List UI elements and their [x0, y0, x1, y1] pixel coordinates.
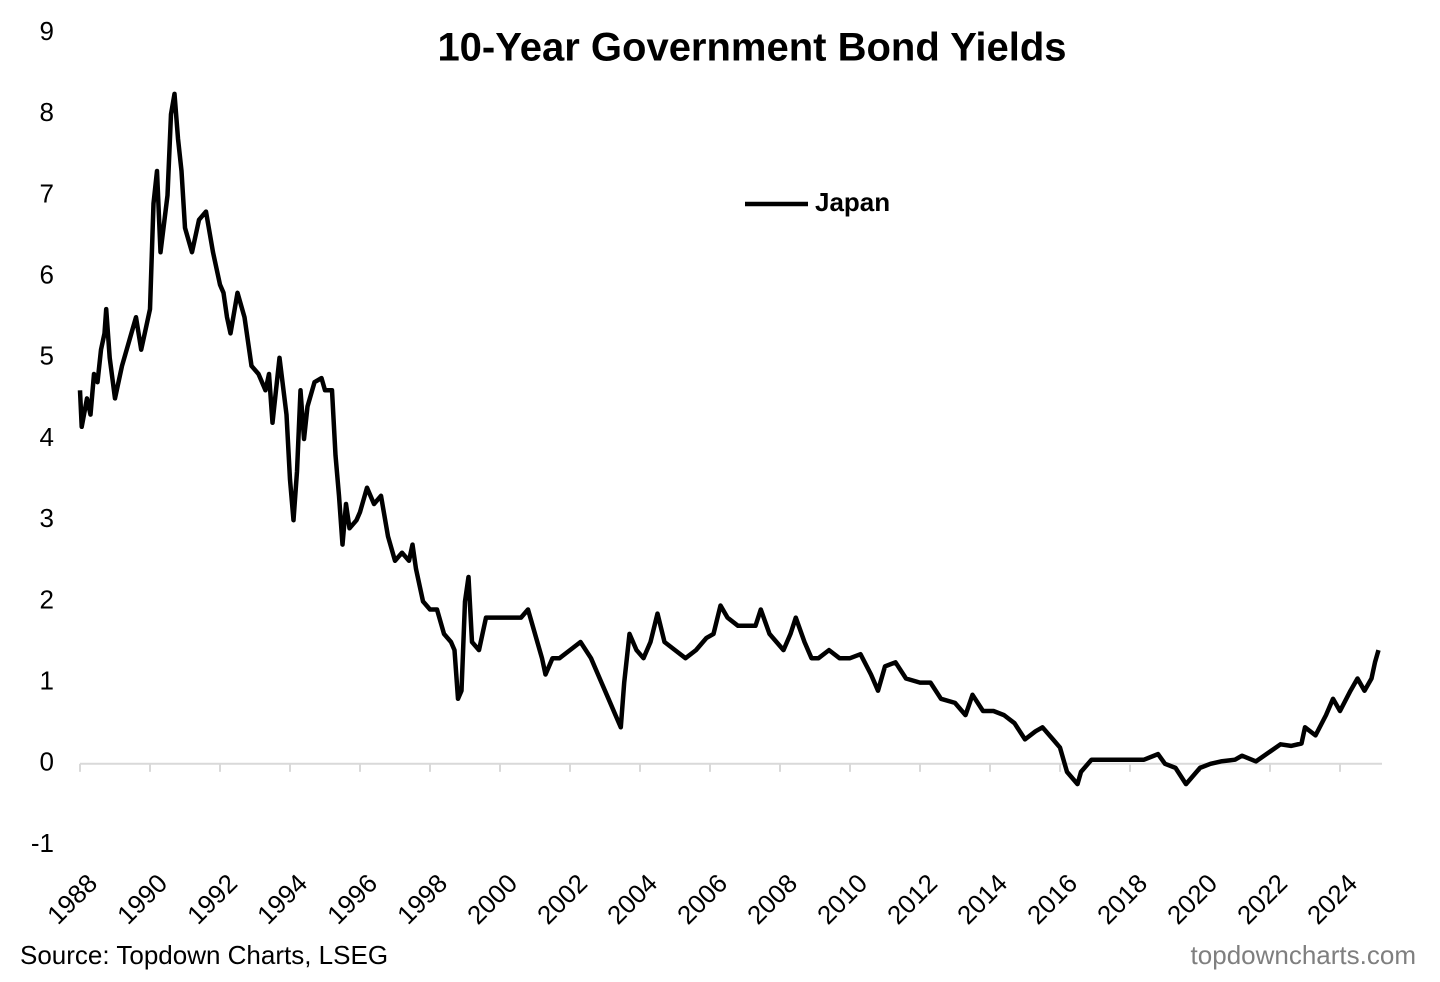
y-tick-label: 1	[40, 665, 54, 695]
y-tick-label: 4	[40, 422, 54, 452]
x-tick-label: 2022	[1231, 868, 1293, 930]
y-tick-label: 9	[40, 16, 54, 46]
line-series	[77, 91, 1381, 787]
x-tick-label: 1988	[41, 868, 103, 930]
source: Source: Topdown Charts, LSEG	[20, 940, 388, 970]
y-tick-label: 2	[40, 584, 54, 614]
y-tick-label: 8	[40, 97, 54, 127]
x-tick-label: 2014	[951, 868, 1013, 930]
x-tick-label: 1996	[321, 868, 383, 930]
x-tick-label: 1990	[111, 868, 173, 930]
x-tick-label: 2024	[1301, 868, 1363, 930]
y-tick-label: 0	[40, 747, 54, 777]
y-tick-label: 6	[40, 259, 54, 289]
x-tick-label: 2002	[531, 868, 593, 930]
x-tick-label: 1998	[391, 868, 453, 930]
y-tick-label: 3	[40, 503, 54, 533]
x-tick-label: 2006	[671, 868, 733, 930]
x-tick-label: 1992	[181, 868, 243, 930]
x-tick-label: 2008	[741, 868, 803, 930]
x-tick-label: 2016	[1021, 868, 1083, 930]
x-tick-label: 2012	[881, 868, 943, 930]
x-tick-label: 2004	[601, 868, 663, 930]
y-tick-label: 5	[40, 341, 54, 371]
x-tick-label: 1994	[251, 868, 313, 930]
y-tick-label: 7	[40, 178, 54, 208]
x-tick-label: 2020	[1161, 868, 1223, 930]
x-tick-label: 2010	[811, 868, 873, 930]
watermark: topdowncharts.com	[1191, 940, 1416, 970]
y-tick-label: -1	[31, 828, 54, 858]
x-tick-label: 2018	[1091, 868, 1153, 930]
chart-title: 10-Year Government Bond Yields	[437, 26, 1066, 70]
x-tick-label: 2000	[461, 868, 523, 930]
legend-label: Japan	[815, 187, 890, 217]
